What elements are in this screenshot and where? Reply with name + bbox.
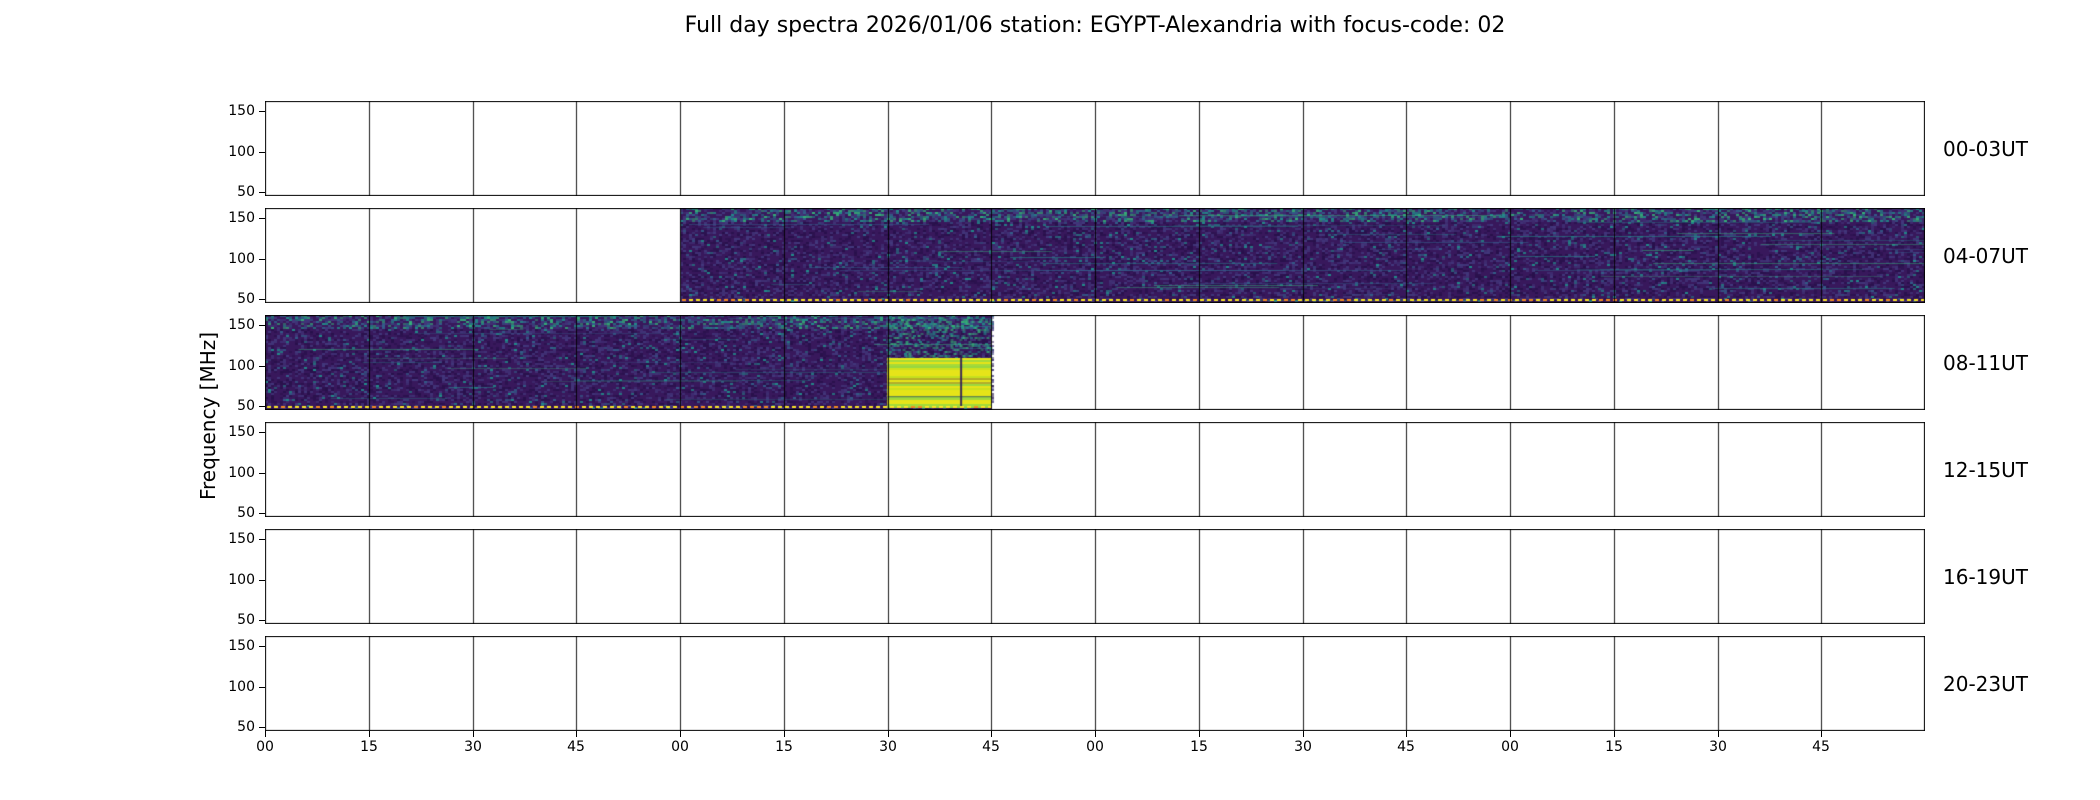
x-tick-mark [1199,731,1200,737]
x-tick-mark [680,731,681,737]
spectrogram-canvas-row1 [265,208,1925,303]
y-tick-mark [259,620,265,621]
x-tick-mark [576,731,577,737]
row-time-label: 08-11UT [1943,350,2028,375]
spectrogram-canvas-row4 [265,529,1925,624]
y-tick-mark [259,325,265,326]
x-tick-label: 45 [1812,739,1830,755]
x-tick-mark [369,731,370,737]
spectrogram-canvas-row0 [265,101,1925,196]
row-time-label: 16-19UT [1943,564,2028,589]
x-tick-mark [991,731,992,737]
y-tick-mark [259,727,265,728]
x-tick-mark [784,731,785,737]
x-tick-mark [1095,731,1096,737]
y-tick-mark [259,366,265,367]
y-tick-label: 100 [228,358,255,374]
y-tick-label: 50 [237,612,255,628]
spectrogram-panel-row1 [265,208,1925,303]
y-tick-mark [259,473,265,474]
spectrogram-panel-row3 [265,422,1925,517]
y-tick-label: 50 [237,719,255,735]
spectrogram-canvas-row2 [265,315,1925,410]
row-time-label: 12-15UT [1943,457,2028,482]
x-tick-label: 15 [1605,739,1623,755]
y-tick-label: 150 [228,103,255,119]
chart-title: Full day spectra 2026/01/06 station: EGY… [684,13,1506,38]
x-tick-mark [1406,731,1407,737]
x-tick-label: 45 [567,739,585,755]
y-tick-label: 100 [228,679,255,695]
y-tick-label: 100 [228,572,255,588]
spectrogram-panel-row4 [265,529,1925,624]
x-tick-label: 45 [982,739,1000,755]
spectrogram-panel-row5 [265,636,1925,731]
x-tick-label: 15 [360,739,378,755]
x-tick-mark [1614,731,1615,737]
x-tick-label: 30 [464,739,482,755]
x-tick-mark [1303,731,1304,737]
y-tick-label: 100 [228,144,255,160]
spectrogram-canvas-row5 [265,636,1925,731]
y-tick-mark [259,432,265,433]
x-tick-label: 00 [671,739,689,755]
x-tick-mark [1718,731,1719,737]
y-tick-mark [259,513,265,514]
x-tick-mark [1510,731,1511,737]
spectrogram-canvas-row3 [265,422,1925,517]
x-tick-label: 45 [1397,739,1415,755]
y-tick-label: 100 [228,465,255,481]
y-tick-label: 150 [228,210,255,226]
y-tick-label: 150 [228,531,255,547]
y-tick-mark [259,299,265,300]
y-tick-mark [259,152,265,153]
y-tick-label: 50 [237,505,255,521]
x-tick-mark [473,731,474,737]
y-tick-mark [259,646,265,647]
y-tick-mark [259,687,265,688]
y-tick-mark [259,218,265,219]
row-time-label: 20-23UT [1943,671,2028,696]
x-tick-mark [1821,731,1822,737]
x-tick-mark [265,731,266,737]
x-tick-label: 00 [1086,739,1104,755]
y-tick-mark [259,539,265,540]
y-tick-label: 100 [228,251,255,267]
y-tick-label: 50 [237,398,255,414]
x-tick-label: 30 [1294,739,1312,755]
x-tick-label: 15 [1190,739,1208,755]
x-tick-label: 30 [879,739,897,755]
x-tick-label: 15 [775,739,793,755]
x-tick-label: 00 [256,739,274,755]
y-tick-mark [259,406,265,407]
y-tick-label: 50 [237,184,255,200]
y-tick-mark [259,259,265,260]
y-tick-label: 150 [228,638,255,654]
y-tick-mark [259,580,265,581]
spectrogram-panel-row0 [265,101,1925,196]
y-tick-label: 50 [237,291,255,307]
y-tick-label: 150 [228,317,255,333]
spectrogram-panel-row2 [265,315,1925,410]
row-time-label: 04-07UT [1943,243,2028,268]
x-tick-label: 00 [1501,739,1519,755]
x-tick-label: 30 [1709,739,1727,755]
x-tick-mark [888,731,889,737]
y-tick-mark [259,111,265,112]
row-time-label: 00-03UT [1943,136,2028,161]
y-tick-label: 150 [228,424,255,440]
y-tick-mark [259,192,265,193]
